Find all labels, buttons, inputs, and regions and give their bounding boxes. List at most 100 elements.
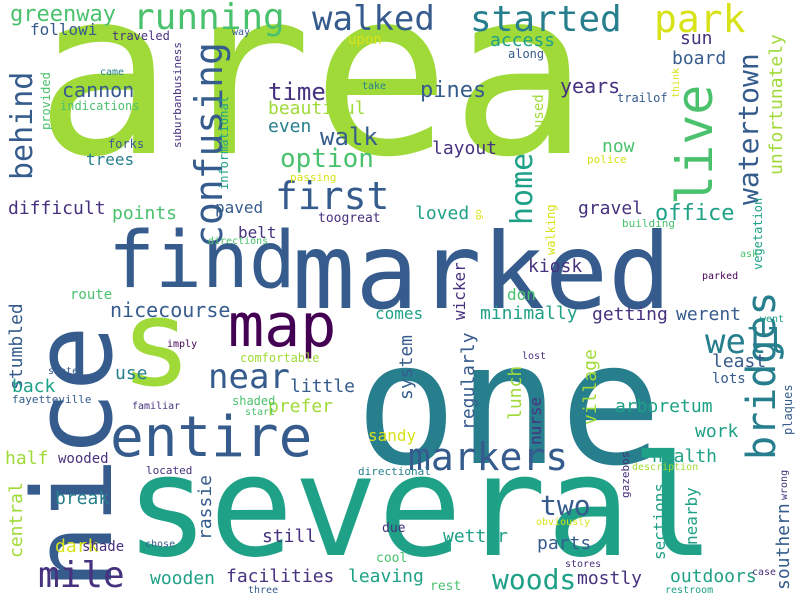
word-dark: dark [55, 536, 99, 557]
word-arboretum: arboretum [615, 396, 713, 417]
word-s: s [120, 275, 193, 414]
word-park: park [654, 0, 746, 41]
word-half: half [5, 448, 49, 469]
word-greenway: greenway [10, 2, 116, 27]
word-watertown: watertown [732, 53, 765, 205]
word-traveled: traveled [112, 29, 170, 43]
word-sun: sun [680, 28, 713, 49]
word-health: health [652, 446, 718, 467]
word-leaving: leaving [348, 566, 424, 587]
word-familiar: familiar [132, 401, 181, 412]
word-difficult: difficult [8, 198, 106, 219]
word-back: back [12, 376, 56, 397]
word-fayetteville: fayetteville [12, 393, 92, 406]
word-imply: imply [167, 339, 198, 350]
word-beautiful: beautiful [268, 98, 366, 119]
word-toogreat: toogreat [318, 211, 381, 226]
word-nicecourse: nicecourse [110, 298, 231, 322]
word-parts: parts [537, 533, 592, 554]
word-ask: ask [740, 249, 759, 260]
word-lunch: lunch [505, 365, 526, 420]
word-cannon: cannon [62, 78, 135, 102]
word-directions: directions [208, 236, 269, 247]
word-nearby: nearby [682, 487, 701, 545]
word-two: two [540, 489, 591, 522]
word-board: board [672, 48, 727, 69]
word-wooded: wooded [58, 451, 109, 467]
word-used: used [531, 94, 547, 128]
word-several: several [125, 426, 716, 589]
word-obviously: obviously [536, 517, 591, 528]
word-located: located [146, 464, 193, 477]
word-informational: informational [217, 96, 231, 190]
word-mile: mile [38, 555, 125, 596]
word-upon: upon [348, 32, 382, 48]
word-paved: paved [215, 198, 264, 217]
word-office: office [655, 201, 735, 226]
word-option: option [280, 144, 374, 174]
word-outdoors: outdoors [670, 566, 757, 587]
word-time: time [268, 78, 326, 106]
word-trailof: trailof [617, 91, 668, 105]
word-sections: sections [650, 482, 669, 560]
word-provided: provided [39, 72, 53, 130]
word-lost: lost [522, 351, 547, 362]
word-live: live [666, 84, 724, 205]
word-markers: markers [408, 435, 569, 479]
word-mostly: mostly [577, 568, 643, 589]
word-years: years [560, 74, 621, 98]
word-layout: layout [432, 138, 498, 159]
word-came: came [100, 67, 125, 78]
word-gravel: gravel [578, 198, 644, 219]
word-trees: trees [86, 150, 135, 169]
word-go: go [474, 209, 484, 220]
word-even: even [268, 116, 312, 137]
word-minimally: minimally [480, 303, 578, 324]
word-suburbanbusiness: suburbanbusiness [171, 42, 184, 148]
word-work: work [695, 421, 739, 442]
word-map: map [228, 291, 337, 361]
word-entire: entire [110, 405, 313, 470]
word-near: near [208, 357, 290, 397]
word-regularly: regularly [458, 332, 479, 430]
word-least: least [712, 351, 767, 372]
word-walked: walked [312, 0, 435, 39]
word-went: went [760, 314, 785, 325]
word-area: area [35, 0, 589, 208]
word-belt: belt [238, 223, 277, 242]
word-think: think [671, 67, 682, 98]
word-parked: parked [702, 271, 739, 282]
word-plaques: plaques [781, 384, 795, 435]
word-break: break [55, 488, 110, 509]
word-start: start [245, 407, 276, 418]
word-now: now [602, 136, 635, 157]
word-walk: walk [320, 123, 378, 151]
word-route: route [70, 287, 113, 303]
word-use: use [115, 363, 148, 384]
word-restroom: restroom [665, 585, 714, 596]
word-prefer: prefer [268, 396, 334, 417]
word-chose: chose [145, 539, 176, 550]
word-one: one [355, 306, 663, 504]
word-home: home [505, 152, 540, 225]
word-sandy: sandy [368, 426, 417, 445]
word-indications: indications [60, 99, 140, 113]
word-central: central [6, 482, 27, 558]
word-points: points [112, 203, 178, 224]
word-stores: stores [565, 559, 602, 570]
word-along: along [508, 47, 545, 61]
word-police: police [587, 153, 627, 166]
word-nurse: nurse [526, 396, 545, 445]
word-walking: walking [544, 204, 558, 255]
word-comfortable: comfortable [240, 351, 320, 365]
word-unfortunately: unfortunately [766, 34, 787, 175]
word-passing: passing [290, 171, 337, 184]
word-kiosk: kiosk [528, 256, 583, 277]
word-don: don [507, 285, 536, 304]
word-getting: getting [592, 304, 668, 325]
word-running: running [133, 0, 285, 38]
word-loved: loved [415, 203, 470, 224]
word-case: case [752, 567, 777, 578]
word-way: way [232, 27, 251, 38]
